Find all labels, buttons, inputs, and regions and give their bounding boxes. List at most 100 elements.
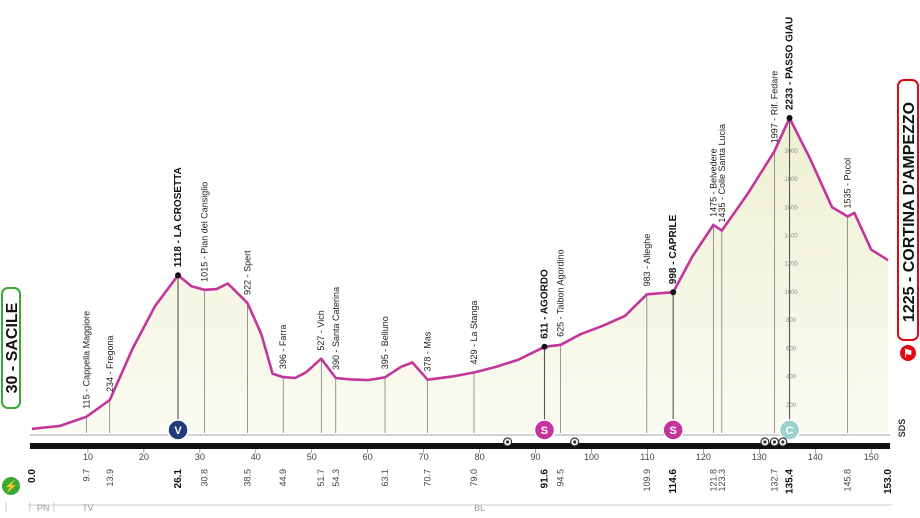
km-label: 79.0 — [469, 469, 479, 487]
km-label: 54.3 — [331, 469, 341, 487]
sprint-dot — [573, 440, 577, 444]
km-label: 121.8 — [708, 469, 718, 492]
sprint-icon — [769, 437, 780, 447]
place-label: 998 - CAPRILE — [668, 214, 679, 284]
scale-label: 120 — [696, 452, 711, 462]
place-label: 1118 - LA CROSETTA — [173, 167, 184, 267]
sprint-dot — [505, 440, 510, 444]
scale-label: 40 — [251, 452, 261, 462]
km-label: 38.5 — [242, 469, 252, 487]
sprint-dot — [772, 440, 777, 444]
altitude-label: 600 — [786, 346, 797, 352]
marker-symbol: C — [786, 425, 794, 437]
sprint-icon — [502, 437, 513, 447]
place-label: 234 - Fregona — [105, 335, 115, 392]
place-label: 2233 - PASSO GIAU — [785, 17, 796, 110]
altitude-label: 200 — [786, 403, 797, 409]
scale-label: 20 — [139, 452, 149, 462]
place-label: 396 - Farra — [278, 325, 288, 370]
scale-label: 60 — [363, 452, 373, 462]
altitude-label: 400 — [786, 375, 797, 381]
place-label: 983 - Alleghe — [642, 234, 652, 287]
profile-area — [32, 118, 888, 433]
start-badge: 30 - SACILE ⚡ — [1, 287, 21, 495]
scale-label: 50 — [307, 452, 317, 462]
km-label: 70.7 — [423, 469, 433, 487]
place-label: 429 - La Stanga — [469, 300, 479, 364]
finish-badge: 1225 - CORTINA D'AMPEZZO ⚑ — [897, 79, 919, 361]
altitude-label: 1200 — [784, 262, 798, 268]
altitude-label: 800 — [786, 318, 797, 324]
km-label: 123.3 — [717, 469, 727, 492]
km-label: 63.1 — [380, 469, 390, 487]
km-label: 114.6 — [668, 469, 679, 494]
place-label: 115 - Cappella Maggiore — [81, 311, 91, 409]
sprint-icon — [570, 437, 580, 447]
km-label: 132.7 — [769, 469, 779, 492]
place-label: 922 - Spert — [242, 250, 252, 295]
place-dot — [175, 272, 182, 279]
km-label: 145.8 — [843, 469, 853, 492]
start-box — [1, 287, 21, 409]
region-label: PN — [37, 503, 50, 513]
place-label: 527 - Vich — [316, 310, 326, 350]
sds-label: SDS — [897, 419, 907, 438]
marker-s-icon: S — [662, 419, 684, 441]
scale-label: 90 — [531, 452, 541, 462]
place-label: 378 - Mas — [423, 331, 433, 372]
finish-label: 1225 - CORTINA D'AMPEZZO — [901, 102, 918, 322]
scale-label: 70 — [419, 452, 429, 462]
scale-label: 130 — [752, 452, 767, 462]
marker-c-icon: C — [778, 419, 801, 441]
marker-symbol: V — [174, 425, 182, 437]
finish-box — [897, 79, 919, 341]
marker-s-icon: S — [533, 419, 556, 441]
scale-label: 10 — [83, 452, 93, 462]
scale-label: 30 — [195, 452, 205, 462]
place-label: 395 - Belluno — [380, 316, 390, 369]
altitude-label: 1600 — [784, 205, 798, 211]
place-label: 1997 - Rif. Fedare — [769, 71, 779, 144]
marker-symbol: S — [541, 425, 548, 437]
km-label: 44.9 — [278, 469, 288, 487]
marker-circle — [662, 419, 684, 441]
sprint-dot — [763, 440, 767, 444]
km-label: 153.0 — [883, 469, 894, 494]
km-label: 26.1 — [173, 469, 184, 489]
km-label: 94.5 — [556, 469, 566, 487]
sprint-icon — [778, 437, 788, 447]
place-dot — [670, 289, 677, 296]
sprint-dot — [781, 440, 785, 444]
place-label: 1475 - Belvedere — [708, 148, 718, 217]
start-icon — [2, 477, 20, 495]
start-icon-glyph: ⚡ — [4, 480, 18, 493]
finish-icon-glyph: ⚑ — [903, 348, 913, 360]
marker-v-icon: V — [167, 419, 189, 441]
place-label: 625 - Taibon Agordino — [556, 249, 566, 336]
altitude-label: 2000 — [784, 149, 798, 155]
place-label: 390 - Santa Caterina — [331, 287, 341, 370]
place-label: 1535 - Pocol — [843, 158, 853, 209]
marker-circle — [167, 419, 189, 441]
scale-label: 150 — [864, 452, 879, 462]
place-dot — [786, 115, 793, 121]
km-label: 0.0 — [27, 469, 38, 483]
place-label: 1015 - Pian del Cansiglio — [199, 182, 209, 282]
scale-label: 140 — [808, 452, 823, 462]
km-label: 91.6 — [539, 469, 550, 489]
km-label: 13.9 — [105, 469, 115, 487]
marker-circle — [778, 419, 801, 441]
km-label: 51.7 — [316, 469, 326, 487]
distance-bar — [30, 443, 890, 449]
altitude-label: 1400 — [784, 234, 798, 240]
place-dot — [541, 343, 548, 350]
scale-label: 100 — [584, 452, 599, 462]
place-label: 611 - AGORDO — [539, 269, 550, 339]
altitude-label: 1800 — [784, 177, 798, 183]
profile-line — [31, 116, 889, 431]
km-label: 30.8 — [199, 469, 209, 487]
marker-circle — [533, 419, 556, 441]
marker-symbol: S — [669, 425, 676, 437]
km-label: 135.4 — [785, 469, 796, 494]
